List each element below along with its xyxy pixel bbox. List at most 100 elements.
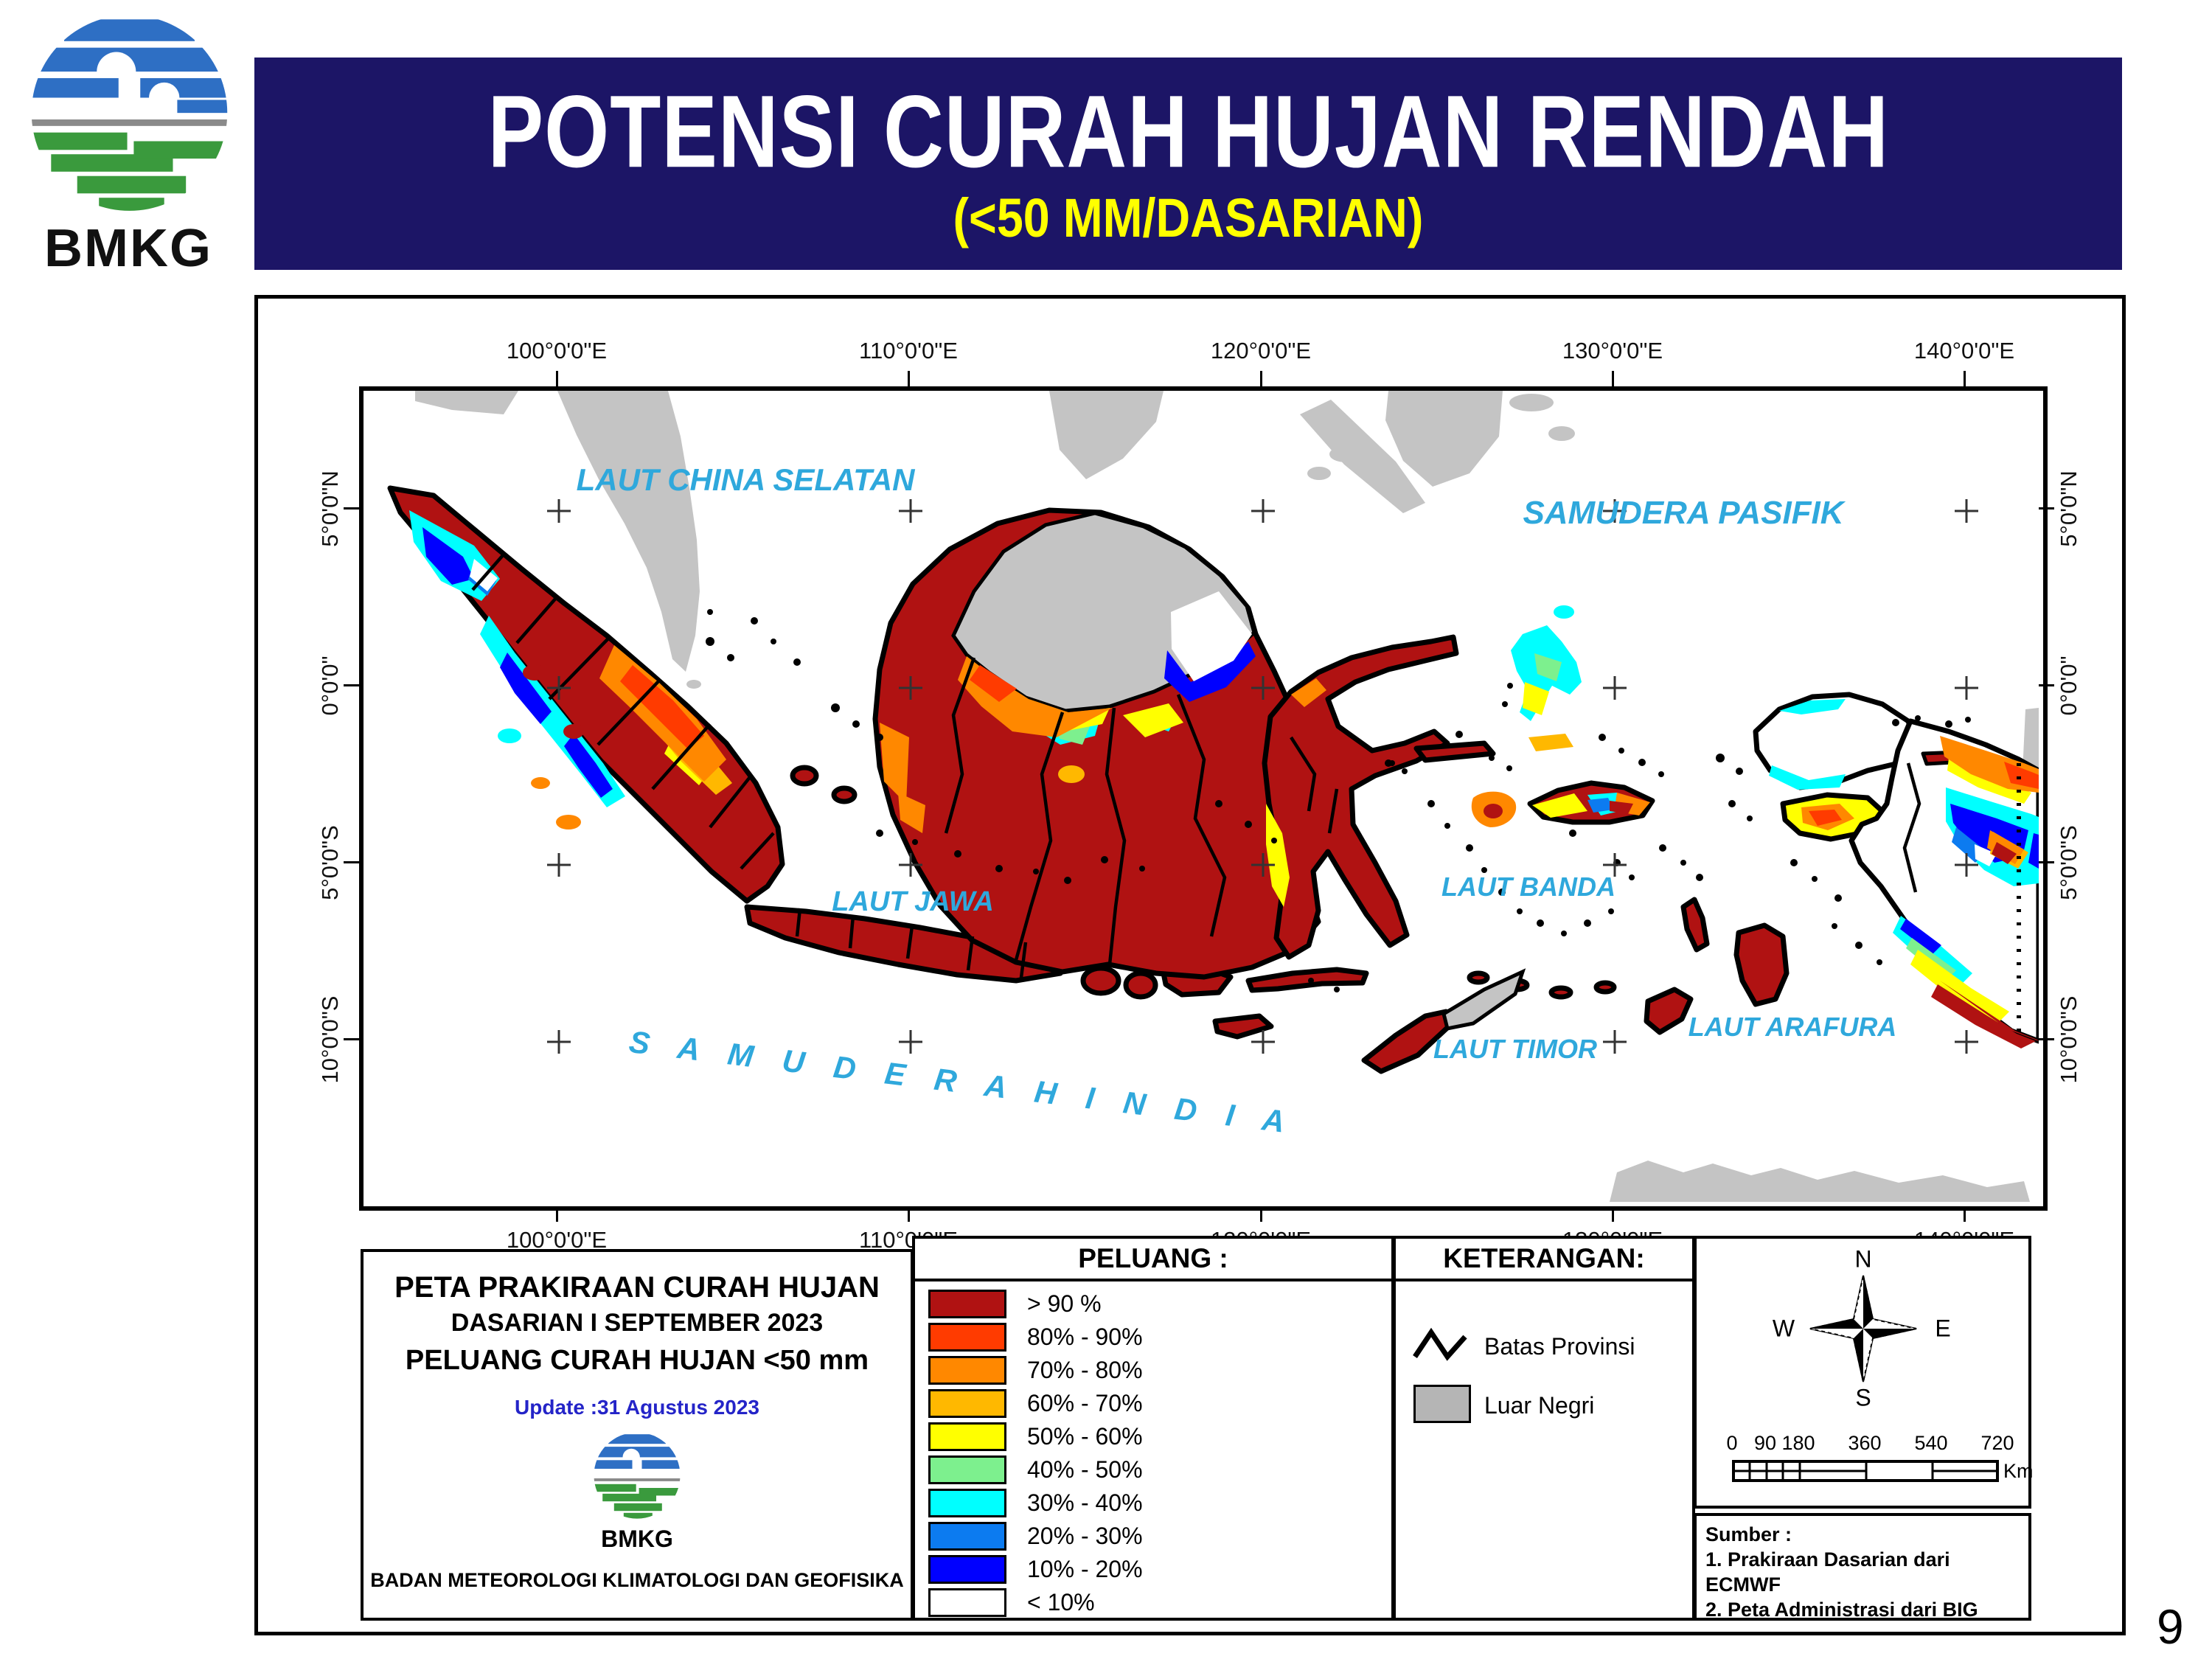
lon-label-top: 140°0'0"E [1913,338,2015,364]
legend-swatch [928,1588,1006,1617]
legend-label: > 90 % [1027,1290,1102,1317]
sea-label: S A M U D E R A H I N D I A [627,1024,1297,1140]
axis-tick [344,861,359,863]
lat-label-right: 5°0'0"S [2056,825,2081,900]
compass-s-label: S [1855,1384,1871,1411]
scale-unit-label: Km [2003,1460,2034,1482]
legend-row: 40% - 50% [915,1453,1391,1486]
lat-label-right: 5°0'0"N [2056,470,2081,547]
island-tanimbar [1644,987,1694,1035]
sea-label: LAUT TIMOR [1433,1034,1597,1064]
island-sula [1413,740,1496,763]
legend-row: 70% - 80% [915,1354,1391,1387]
compass-w-label: W [1772,1315,1795,1342]
scale-tick-label: 0 [1726,1432,1738,1454]
lon-label-top: 110°0'0"E [859,338,958,364]
axis-tick [556,371,558,386]
lat-label-left: 10°0'0"S [317,995,343,1084]
legend-swatch [928,1422,1006,1451]
graticule-marks [547,499,1978,1054]
legend-label: 80% - 90% [1027,1324,1143,1350]
lat-label-right: 10°0'0"S [2056,995,2081,1084]
keterangan-title: KETERANGAN: [1396,1239,1692,1281]
legend-label: 30% - 40% [1027,1489,1143,1516]
lon-label-bottom: 100°0'0"E [506,1227,608,1253]
axis-tick [1612,1206,1614,1222]
axis-tick [1964,1206,1966,1222]
axis-tick [908,371,910,386]
sea-label: LAUT JAWA [832,886,994,917]
island-belitung [831,785,858,804]
map-info-box: PETA PRAKIRAAN CURAH HUJAN DASARIAN I SE… [361,1249,914,1621]
sea-label: SAMUDERA PASIFIK [1523,495,1846,531]
legend-label: 60% - 70% [1027,1390,1143,1416]
axis-tick [908,1206,910,1222]
axis-tick [2039,1038,2054,1040]
compass-scale-box: N W E S 0 90 180 360 540 720 [1694,1236,2034,1509]
legend-swatch [928,1489,1006,1517]
keterangan-label: Batas Provinsi [1484,1333,1635,1360]
lat-label-left: 5°0'0"N [317,470,343,547]
info-period: DASARIAN I SEPTEMBER 2023 [451,1309,824,1337]
legend-row: 50% - 60% [915,1420,1391,1453]
bmkg-logo [21,9,238,289]
legend-swatch [928,1522,1006,1551]
scale-tick-label: 90 [1753,1432,1777,1454]
lat-label-right: 0°0'0" [2056,655,2081,716]
legend-label: 40% - 50% [1027,1456,1143,1483]
lon-label-top: 120°0'0"E [1210,338,1312,364]
scale-tick-label: 720 [1980,1432,2014,1454]
island-sulawesi [1262,634,1459,960]
bmkg-logo-label: BMKG [44,219,212,278]
legend-swatch [928,1356,1006,1385]
island-flores [1245,967,1369,993]
compass-n-label: N [1854,1245,1872,1273]
legend-row: 60% - 70% [915,1387,1391,1420]
sumber-line: 2. Peta Administrasi dari BIG [1705,1599,1978,1621]
lon-label-top: 100°0'0"E [506,338,608,364]
legend-label: 50% - 60% [1027,1423,1143,1450]
page-title: POTENSI CURAH HUJAN RENDAH [487,74,1889,189]
legend-box: PELUANG : > 90 % 80% - 90% 70% - 80% 60%… [912,1236,1394,1621]
sumber-line: 1. Prakiraan Dasarian dari ECMWF [1705,1548,1950,1596]
compass-e-label: E [1935,1315,1951,1342]
info-title: PETA PRAKIRAAN CURAH HUJAN [394,1271,880,1304]
island-aru [1733,922,1790,1007]
legend-row: 30% - 40% [915,1486,1391,1520]
legend-swatch [928,1455,1006,1484]
sumber-title: Sumber : [1705,1523,1792,1545]
info-footer: BADAN METEOROLOGI KLIMATOLOGI DAN GEOFIS… [370,1569,904,1591]
small-islands [706,609,1971,992]
legend-label: 10% - 20% [1027,1556,1143,1582]
mindanao [1385,391,1503,487]
axis-tick [344,1038,359,1040]
legend-label: 20% - 30% [1027,1523,1143,1549]
page-subtitle: (<50 MM/DASARIAN) [953,187,1424,248]
island-kei [1680,897,1710,953]
legend-row: > 90 % [915,1287,1391,1321]
axis-tick [2039,507,2054,509]
legend-row: < 10% [915,1586,1391,1619]
lat-label-left: 5°0'0"S [317,825,343,900]
island-bangka [790,765,819,787]
axis-tick [344,507,359,509]
page-number: 9 [2157,1599,2184,1654]
axis-tick [1964,371,1966,386]
legend-swatch [928,1389,1006,1418]
legend-row: 20% - 30% [915,1520,1391,1553]
legend-swatch [928,1323,1006,1352]
legend-title: PELUANG : [915,1239,1391,1281]
compass-rose-icon [1809,1275,1917,1382]
palawan [1300,400,1425,513]
scale-tick-label: 540 [1914,1432,1948,1454]
australia [1610,1161,2030,1202]
bmkg-logo-small-icon [594,1432,681,1519]
axis-tick [2039,861,2054,863]
sea-label: LAUT CHINA SELATAN [577,462,917,497]
scale-tick-label: 360 [1848,1432,1882,1454]
keterangan-box: KETERANGAN: Batas Provinsi Luar Negri [1393,1236,1695,1621]
raster-overlays [409,510,2039,1048]
lon-label-top: 130°0'0"E [1562,338,1663,364]
province-borders [471,553,1921,978]
